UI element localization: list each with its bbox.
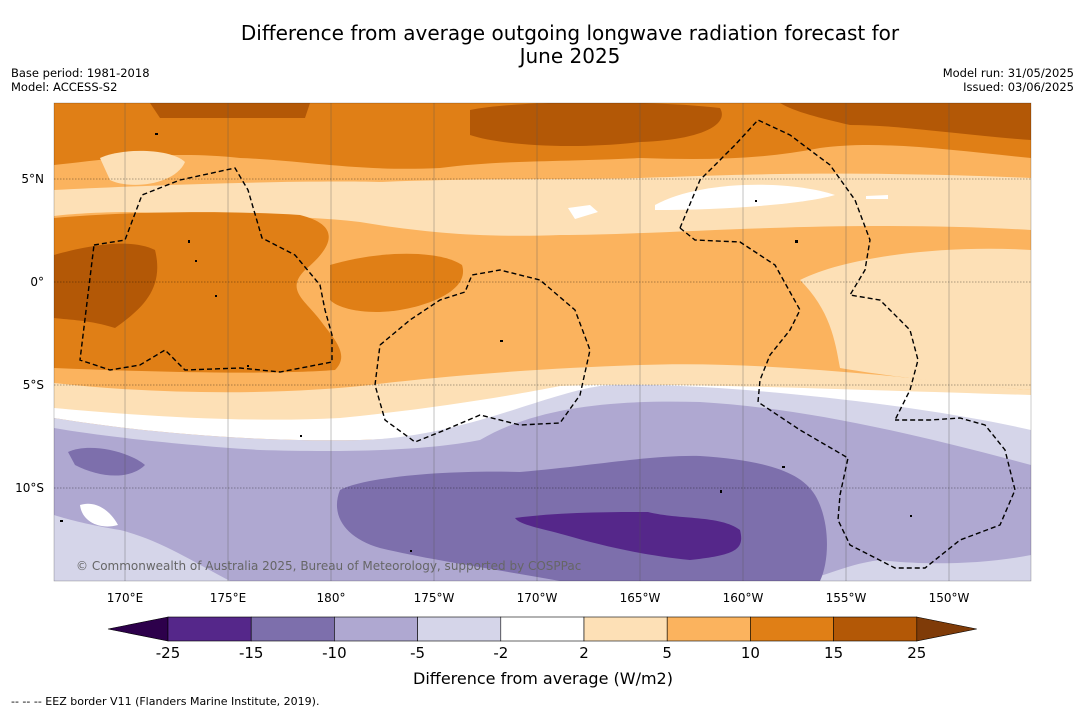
band-near-zero-north [655,184,835,210]
band-15-25-west [54,243,158,328]
colorbar-over-arrow [916,616,977,642]
colorbar-tick-label: -15 [239,644,264,662]
colorbar-segment [666,616,751,642]
model-run: Model run: 31/05/2025 [942,66,1074,80]
colorbar-tick-label: 25 [907,644,926,662]
eez-kiribati-gilbert [79,167,333,373]
colorbar: -25 -15 -10 -5 -2 2 5 10 15 25 [107,616,977,662]
colorbar-tick-label: -2 [493,644,508,662]
lat-label-10s: 10°S [15,481,44,495]
eez-line-islands [679,119,919,421]
band-2-5-patch [100,150,185,185]
colorbar-segment [167,616,252,642]
lat-label-0: 0° [30,275,44,289]
band-minus-25-minus-15 [515,512,742,560]
anomaly-field [54,103,1031,581]
island-markers [60,133,912,552]
lat-gridlines [54,178,1031,489]
lon-label-165w: 165°W [620,591,661,605]
eez-phoenix [374,269,591,443]
colorbar-segment [750,616,834,642]
band-10-15-central [330,253,464,312]
title-line-1: Difference from average outgoing longwav… [240,21,900,45]
lon-label-175w: 175°W [414,591,455,605]
band-near-zero-patch [568,205,598,219]
issued-date: Issued: 03/06/2025 [963,80,1074,94]
lon-label-180: 180° [317,591,346,605]
colorbar-segment [833,616,918,642]
meta-right: Model run: 31/05/2025 Issued: 03/06/2025 [943,66,1074,94]
map-title: Difference from average outgoing longwav… [150,22,990,68]
band-2-5-east [800,248,1031,390]
colorbar-tick-label: 10 [741,644,760,662]
lat-labels: 5°N 0° 5°S 10°S [15,172,44,495]
meta-left: Base period: 1981-2018 Model: ACCESS-S2 [11,66,150,94]
lon-label-150w: 150°W [929,591,970,605]
eez-southern-line [679,227,1016,569]
colorbar-segment [583,616,668,642]
eez-borders [79,119,1016,569]
lon-labels: 170°E 175°E 180° 175°W 170°W 165°W 160°W… [107,591,970,605]
colorbar-tick-label: 15 [824,644,843,662]
lon-label-170e: 170°E [107,591,144,605]
title-line-2: June 2025 [519,44,621,68]
eez-legend: -- -- -- EEZ border V11 (Flanders Marine… [11,695,320,708]
band-15-25-b [470,103,722,146]
colorbar-tick-label: -10 [322,644,347,662]
lon-label-155w: 155°W [826,591,867,605]
lat-label-5n: 5°N [21,172,44,186]
colorbar-tick-label: -25 [156,644,181,662]
colorbar-under-arrow [107,616,169,642]
colorbar-segment [250,616,335,642]
lon-label-160w: 160°W [723,591,764,605]
colorbar-segment [334,616,418,642]
lat-label-5s: 5°S [23,378,44,392]
band-near-zero-patch-2 [866,195,888,199]
colorbar-tick-label: -5 [410,644,425,662]
lon-label-170w: 170°W [517,591,558,605]
colorbar-label: Difference from average (W/m2) [413,669,673,688]
band-15-25-a [150,103,310,118]
colorbar-tick-label: 2 [579,644,589,662]
colorbar-segment [500,616,585,642]
band-15-25-c [780,103,1031,140]
lon-label-175e: 175°E [210,591,247,605]
lon-gridlines [124,103,950,581]
model-name: Model: ACCESS-S2 [11,80,118,94]
colorbar-tick-label: 5 [662,644,672,662]
copyright-notice: © Commonwealth of Australia 2025, Bureau… [76,559,581,573]
base-period: Base period: 1981-2018 [11,66,150,80]
colorbar-segment [417,616,502,642]
band-near-zero-west-patch [80,503,118,527]
band-minus-15-west [68,447,145,476]
map-frame [53,102,1032,582]
